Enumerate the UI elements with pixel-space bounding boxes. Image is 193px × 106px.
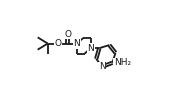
Text: N: N [87, 44, 94, 53]
Text: NH₂: NH₂ [114, 58, 131, 67]
Text: N: N [99, 62, 106, 71]
Text: O: O [64, 30, 71, 39]
Text: N: N [74, 39, 80, 48]
Text: O: O [54, 39, 61, 48]
